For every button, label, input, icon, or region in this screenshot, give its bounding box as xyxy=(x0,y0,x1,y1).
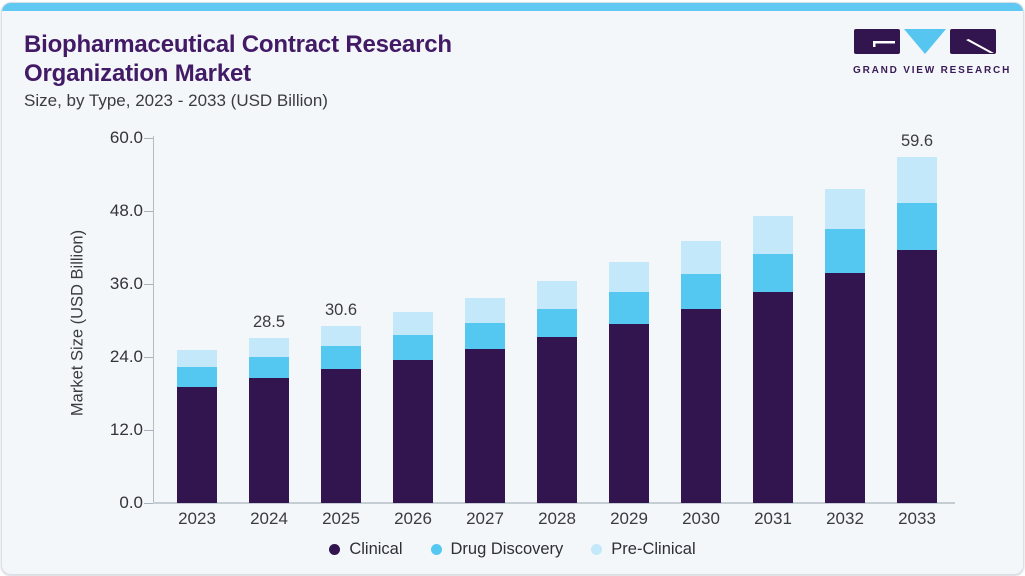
bar-segment-clinical-2026 xyxy=(393,359,433,503)
bar-segment-clinical-2024 xyxy=(249,378,289,503)
y-tick-mark xyxy=(144,503,153,504)
x-tick-label-2024: 2024 xyxy=(250,509,288,528)
bar-value-label-2024: 28.5 xyxy=(252,312,286,331)
bar-segment-pre-clinical-2026 xyxy=(393,312,433,335)
page-title: Biopharmaceutical Contract Research Organ… xyxy=(24,30,452,88)
drug-discovery-legend-dot-icon xyxy=(430,544,442,555)
bar-segment-drug-discovery-2023 xyxy=(177,367,217,387)
x-tick-label-2033: 2033 xyxy=(898,509,936,528)
bar-segment-pre-clinical-2030 xyxy=(681,240,721,274)
legend-item-drug-discovery: Drug Discovery xyxy=(430,540,564,559)
legend-label: Pre-Clinical xyxy=(611,540,696,558)
legend-item-pre-clinical: Pre-Clinical xyxy=(591,540,696,559)
y-tick-label: 12.0 xyxy=(109,420,143,439)
bar-segment-drug-discovery-2028 xyxy=(537,308,577,338)
x-tick-label-2025: 2025 xyxy=(322,509,360,528)
y-tick-mark xyxy=(144,138,153,139)
chart-legend: Clinical Drug Discovery Pre-Clinical xyxy=(2,540,1023,559)
x-axis-line xyxy=(153,502,955,504)
y-tick-mark xyxy=(144,284,153,285)
bar-segment-drug-discovery-2027 xyxy=(465,323,505,350)
bar-segment-drug-discovery-2031 xyxy=(753,253,793,293)
title-line-2: Organization Market xyxy=(24,60,251,87)
bar-segment-clinical-2033 xyxy=(897,249,937,503)
x-tick-label-2030: 2030 xyxy=(682,509,720,528)
bar-segment-pre-clinical-2023 xyxy=(177,349,217,368)
bar-segment-pre-clinical-2025 xyxy=(321,325,361,347)
chart-subtitle: Size, by Type, 2023 - 2033 (USD Billion) xyxy=(24,91,328,110)
x-tick-label-2026: 2026 xyxy=(394,509,432,528)
bar-segment-drug-discovery-2025 xyxy=(321,346,361,369)
legend-item-clinical: Clinical xyxy=(329,540,403,559)
y-tick-label: 0.0 xyxy=(119,493,143,512)
y-tick-label: 36.0 xyxy=(109,274,143,293)
bar-segment-clinical-2032 xyxy=(825,272,865,503)
y-tick-label: 48.0 xyxy=(109,201,143,220)
bar-segment-clinical-2023 xyxy=(177,387,217,503)
bar-value-label-2025: 30.6 xyxy=(324,300,358,319)
x-tick-label-2032: 2032 xyxy=(826,509,864,528)
legend-label: Drug Discovery xyxy=(450,540,564,558)
bar-segment-clinical-2029 xyxy=(609,323,649,503)
y-tick-mark xyxy=(144,211,153,212)
y-tick-label: 24.0 xyxy=(109,347,143,366)
bar-segment-pre-clinical-2031 xyxy=(753,216,793,254)
bar-segment-clinical-2028 xyxy=(537,337,577,503)
grand-view-research-logo-icon xyxy=(854,29,996,54)
top-accent-bar xyxy=(2,3,1023,11)
pre-clinical-legend-dot-icon xyxy=(591,544,603,555)
bar-segment-pre-clinical-2024 xyxy=(249,337,289,357)
bar-segment-pre-clinical-2028 xyxy=(537,280,577,309)
x-tick-label-2027: 2027 xyxy=(466,509,504,528)
bar-segment-drug-discovery-2026 xyxy=(393,334,433,360)
bar-segment-pre-clinical-2027 xyxy=(465,297,505,324)
bar-segment-pre-clinical-2032 xyxy=(825,188,865,230)
y-tick-mark xyxy=(144,430,153,431)
bar-segment-clinical-2025 xyxy=(321,369,361,503)
legend-label: Clinical xyxy=(349,540,403,558)
bar-segment-drug-discovery-2033 xyxy=(897,203,937,250)
bar-segment-clinical-2030 xyxy=(681,309,721,503)
bar-segment-drug-discovery-2032 xyxy=(825,229,865,273)
bar-value-label-2033: 59.6 xyxy=(900,132,934,151)
bar-segment-pre-clinical-2029 xyxy=(609,262,649,293)
title-line-1: Biopharmaceutical Contract Research xyxy=(24,31,452,58)
x-tick-label-2028: 2028 xyxy=(538,509,576,528)
x-tick-label-2031: 2031 xyxy=(754,509,792,528)
bar-segment-clinical-2031 xyxy=(753,292,793,503)
x-tick-label-2029: 2029 xyxy=(610,509,648,528)
bar-segment-clinical-2027 xyxy=(465,349,505,503)
y-tick-mark xyxy=(144,357,153,358)
bar-segment-pre-clinical-2033 xyxy=(897,157,937,204)
bar-segment-drug-discovery-2024 xyxy=(249,356,289,379)
y-tick-label: 60.0 xyxy=(109,128,143,147)
x-tick-label-2023: 2023 xyxy=(178,509,216,528)
grand-view-research-logo: GRAND VIEW RESEARCH xyxy=(853,29,1012,76)
bar-segment-drug-discovery-2030 xyxy=(681,273,721,310)
y-axis-line xyxy=(153,136,154,503)
logo-text: GRAND VIEW RESEARCH xyxy=(853,65,1012,76)
clinical-legend-dot-icon xyxy=(329,544,341,555)
bar-segment-drug-discovery-2029 xyxy=(609,292,649,324)
y-axis-title: Market Size (USD Billion) xyxy=(68,229,87,417)
